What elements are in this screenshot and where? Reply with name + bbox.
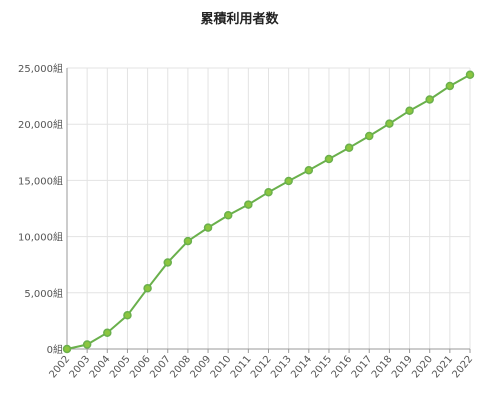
y-tick-label: 5,000組: [24, 287, 63, 300]
data-point: [385, 119, 394, 128]
y-tick-label: 25,000組: [18, 62, 63, 75]
chart-title: 累積利用者数: [200, 12, 279, 27]
data-point: [223, 210, 233, 220]
x-tick-label: 2022: [451, 354, 476, 381]
data-point: [304, 166, 314, 175]
x-tick-label: 2012: [249, 354, 274, 381]
data-point: [324, 154, 334, 164]
y-tick-label: 10,000組: [18, 231, 63, 244]
x-tick-label: 2003: [68, 354, 93, 381]
data-point: [123, 311, 132, 320]
x-tick-label: 2009: [189, 354, 214, 381]
x-tick-label: 2005: [108, 354, 133, 381]
data-point: [264, 187, 273, 197]
x-tick-label: 2015: [309, 354, 334, 381]
x-tick-label: 2006: [128, 354, 153, 381]
data-point: [183, 236, 193, 246]
x-tick-label: 2016: [330, 354, 355, 381]
data-point: [425, 95, 434, 104]
x-tick-label: 2019: [390, 354, 415, 381]
data-point: [445, 81, 455, 91]
x-tick-label: 2004: [88, 354, 113, 381]
data-point: [103, 328, 112, 337]
x-tick-label: 2014: [289, 354, 314, 381]
x-tick-label: 2010: [209, 354, 234, 381]
y-tick-label: 0組: [47, 343, 63, 356]
data-point: [244, 200, 253, 209]
data-point: [405, 106, 414, 115]
data-point: [365, 131, 374, 141]
data-point: [203, 223, 213, 232]
data-point: [284, 176, 293, 186]
x-tick-label: 2002: [48, 354, 73, 381]
x-tick-label: 2011: [229, 354, 254, 381]
x-tick-label: 2007: [148, 354, 173, 381]
x-tick-label: 2008: [168, 354, 193, 381]
data-point: [143, 284, 152, 293]
y-tick-label: 15,000組: [18, 174, 63, 187]
data-point: [82, 340, 92, 349]
x-tick-label: 2020: [410, 354, 435, 381]
data-point: [465, 70, 475, 79]
y-tick-label: 20,000組: [18, 118, 63, 131]
data-point: [344, 143, 354, 153]
x-tick-label: 2017: [350, 354, 375, 381]
x-tick-label: 2021: [430, 354, 455, 381]
data-point: [163, 258, 172, 267]
x-tick-label: 2018: [370, 354, 395, 381]
x-tick-label: 2013: [269, 354, 294, 381]
data-point: [62, 344, 72, 354]
